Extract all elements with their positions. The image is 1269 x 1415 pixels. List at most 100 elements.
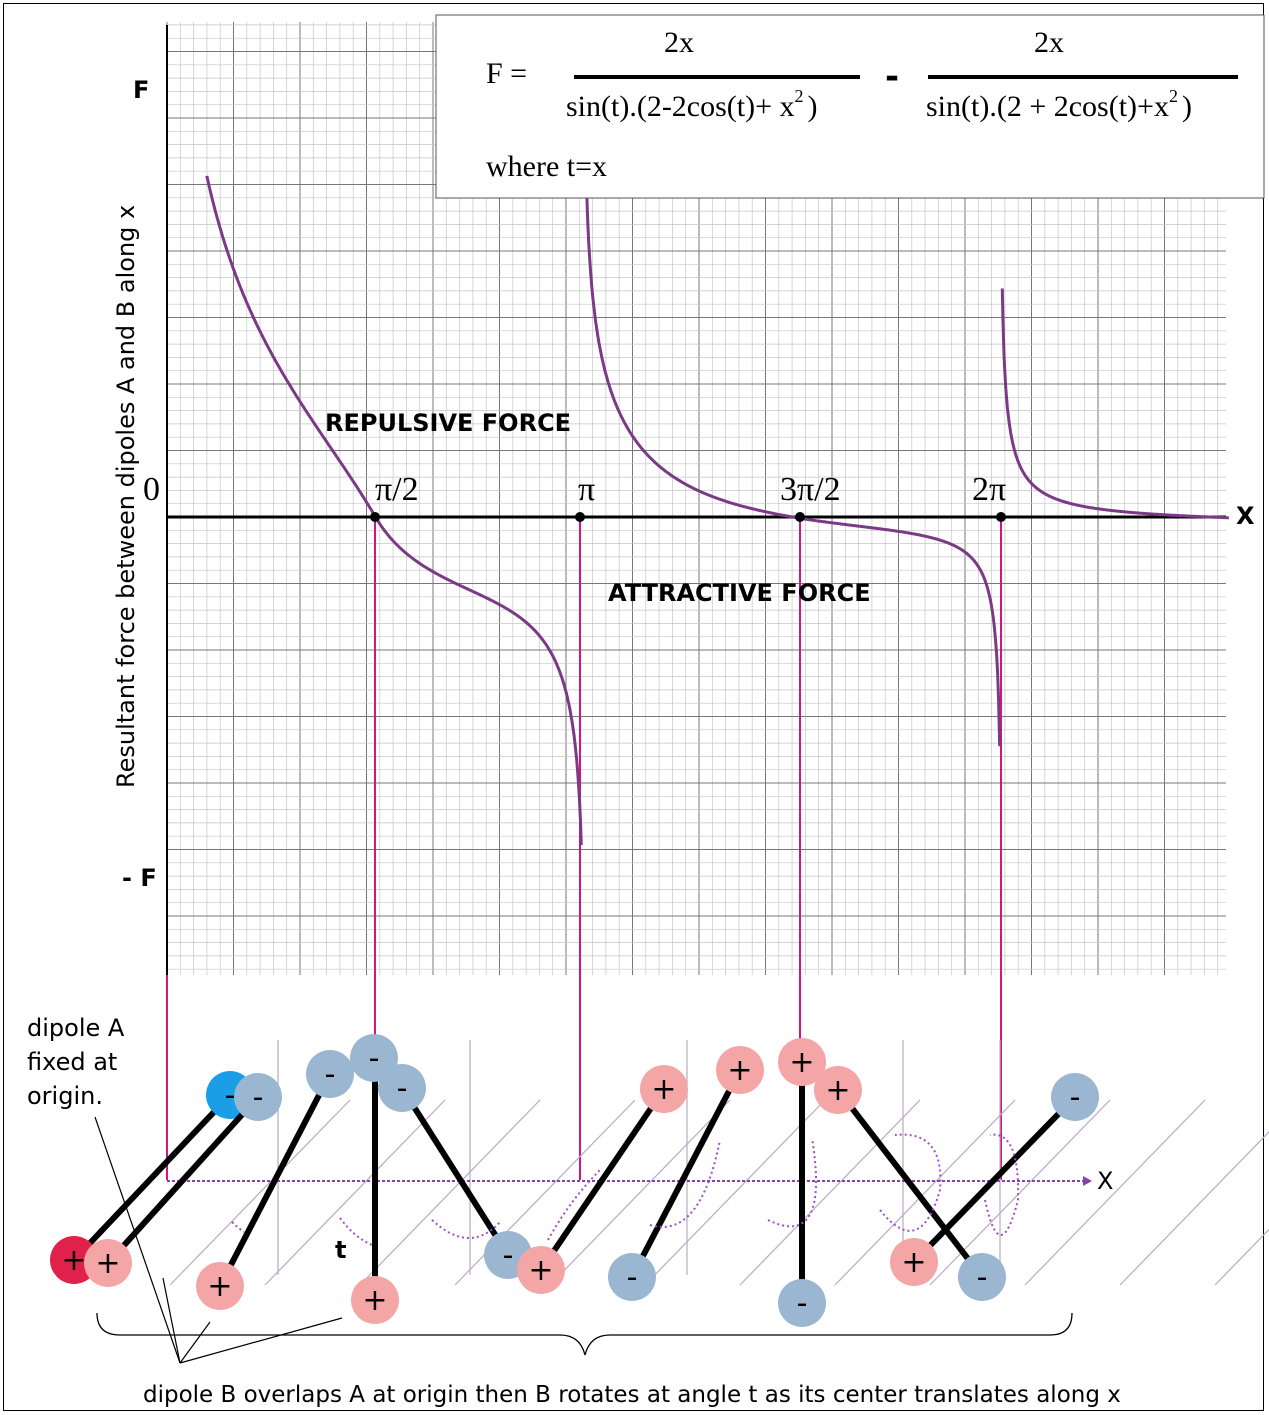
y-bottom-label: - F [122,864,157,892]
negative-charge [234,1073,282,1121]
negative-charge [608,1253,656,1301]
dipole-rod [629,1068,743,1279]
charge-sign: - [369,1041,380,1076]
negative-charge [778,1279,826,1327]
reference-diagonal [264,1099,446,1286]
negative-charge [306,1050,354,1098]
figure-frame [3,3,1264,1411]
positive-charge [814,1066,862,1114]
reference-diagonal [1119,1131,1269,1286]
reference-diagonal [739,1099,921,1286]
dipole-rod [911,1094,1078,1265]
positive-charge [351,1276,399,1324]
force-curve-branch [585,191,1002,747]
formula-denominator-1: sin(t).(2-2cos(t)+ x2) [566,86,818,123]
x-axis-label: X [1236,502,1255,530]
x-tick-dot [795,512,805,522]
charge-sign: + [95,1246,120,1281]
force-curve-branch [1000,288,1229,520]
attractive-force-label: ATTRACTIVE FORCE [608,579,871,607]
rotation-arc [649,1139,721,1228]
positive-charge [716,1046,764,1094]
x-tick-label-three-pi-half: 3π/2 [780,471,841,508]
reference-diagonal [1024,1099,1206,1286]
charge-sign: - [225,1078,236,1113]
formula-minus: - [885,57,899,97]
charge-sign: + [901,1245,926,1280]
charge-sign: - [1070,1080,1081,1115]
x-tick-dot [575,512,585,522]
brace [96,1312,1073,1356]
dipole-diagram: -+-+-+-+- +- ++-+-+--+ [50,1034,1269,1364]
charge-sign: - [627,1260,638,1295]
positive-charge [778,1038,826,1086]
rotation-arc [879,1133,942,1232]
reference-diagonal [644,1099,826,1286]
pointer-line [162,1277,181,1364]
force-curves [205,175,1229,846]
rotation-arc [231,1221,245,1233]
formula-box [435,14,1265,199]
formula-denominator-2: sin(t).(2 + 2cos(t)+x2) [926,86,1192,123]
charge-sign: - [397,1071,408,1106]
x-tick-label-two-pi: 2π [972,471,1006,508]
reference-diagonal [359,1099,541,1286]
rotation-arc [984,1133,1020,1236]
charge-sign: - [325,1057,336,1092]
positive-charge [196,1262,244,1310]
force-curve-branch [205,175,583,846]
positive-charge [517,1246,565,1294]
reference-diagonal [549,1099,731,1286]
pointer-line [94,1116,181,1364]
negative-charge [1051,1073,1099,1121]
dipole-rod [217,1072,333,1288]
formula-lhs: F = [486,57,527,90]
charge-sign: + [528,1253,553,1288]
rotation-arc [767,1137,818,1228]
negative-charge [350,1034,398,1082]
pointer-line [179,1321,211,1364]
x-tick-dot [996,512,1006,522]
dipole-rod [71,1092,233,1263]
y-top-label: F [133,76,149,104]
charge-sign: + [825,1073,850,1108]
negative-charge [378,1064,426,1112]
guide-lines [166,517,1002,1180]
translation-axis-label: X [1097,1167,1113,1195]
dipole-rod [105,1094,261,1266]
repulsive-force-label: REPULSIVE FORCE [325,409,571,437]
positive-charge [84,1239,132,1287]
formula-where: where t=x [486,150,607,183]
reference-diagonal [929,1099,1111,1286]
reference-diagonal [1214,1228,1269,1286]
negative-charge [958,1253,1006,1301]
dipole-rod [835,1088,985,1279]
dipole-rod [538,1087,667,1272]
positive-charge [890,1238,938,1286]
reference-diagonal [834,1099,1016,1286]
charge-sign: + [789,1045,814,1080]
charge-sign: - [503,1238,514,1273]
angle-t-label: t [335,1236,346,1264]
charge-sign: - [797,1286,808,1321]
x-tick-label-pi-half: π/2 [375,471,419,508]
rotation-arc [431,1219,501,1239]
charge-sign: + [61,1243,86,1278]
origin-label: 0 [143,471,160,508]
x-tick-dots [370,512,1006,522]
pointer-line [179,1317,343,1364]
charge-sign: + [207,1269,232,1304]
charge-sign: + [362,1283,387,1318]
dipole-rod [399,1086,511,1257]
formula-numerator-1: 2x [664,26,694,59]
reference-diagonal [169,1099,351,1286]
charge-sign: - [253,1080,264,1115]
charge-sign: - [977,1260,988,1295]
charge-sign: + [727,1053,752,1088]
dipole-b-label: dipole B overlaps A at origin then B rot… [143,1382,1121,1408]
y-axis-label: Resultant force between dipoles A and B … [112,205,140,788]
formula-numerator-2: 2x [1034,26,1064,59]
